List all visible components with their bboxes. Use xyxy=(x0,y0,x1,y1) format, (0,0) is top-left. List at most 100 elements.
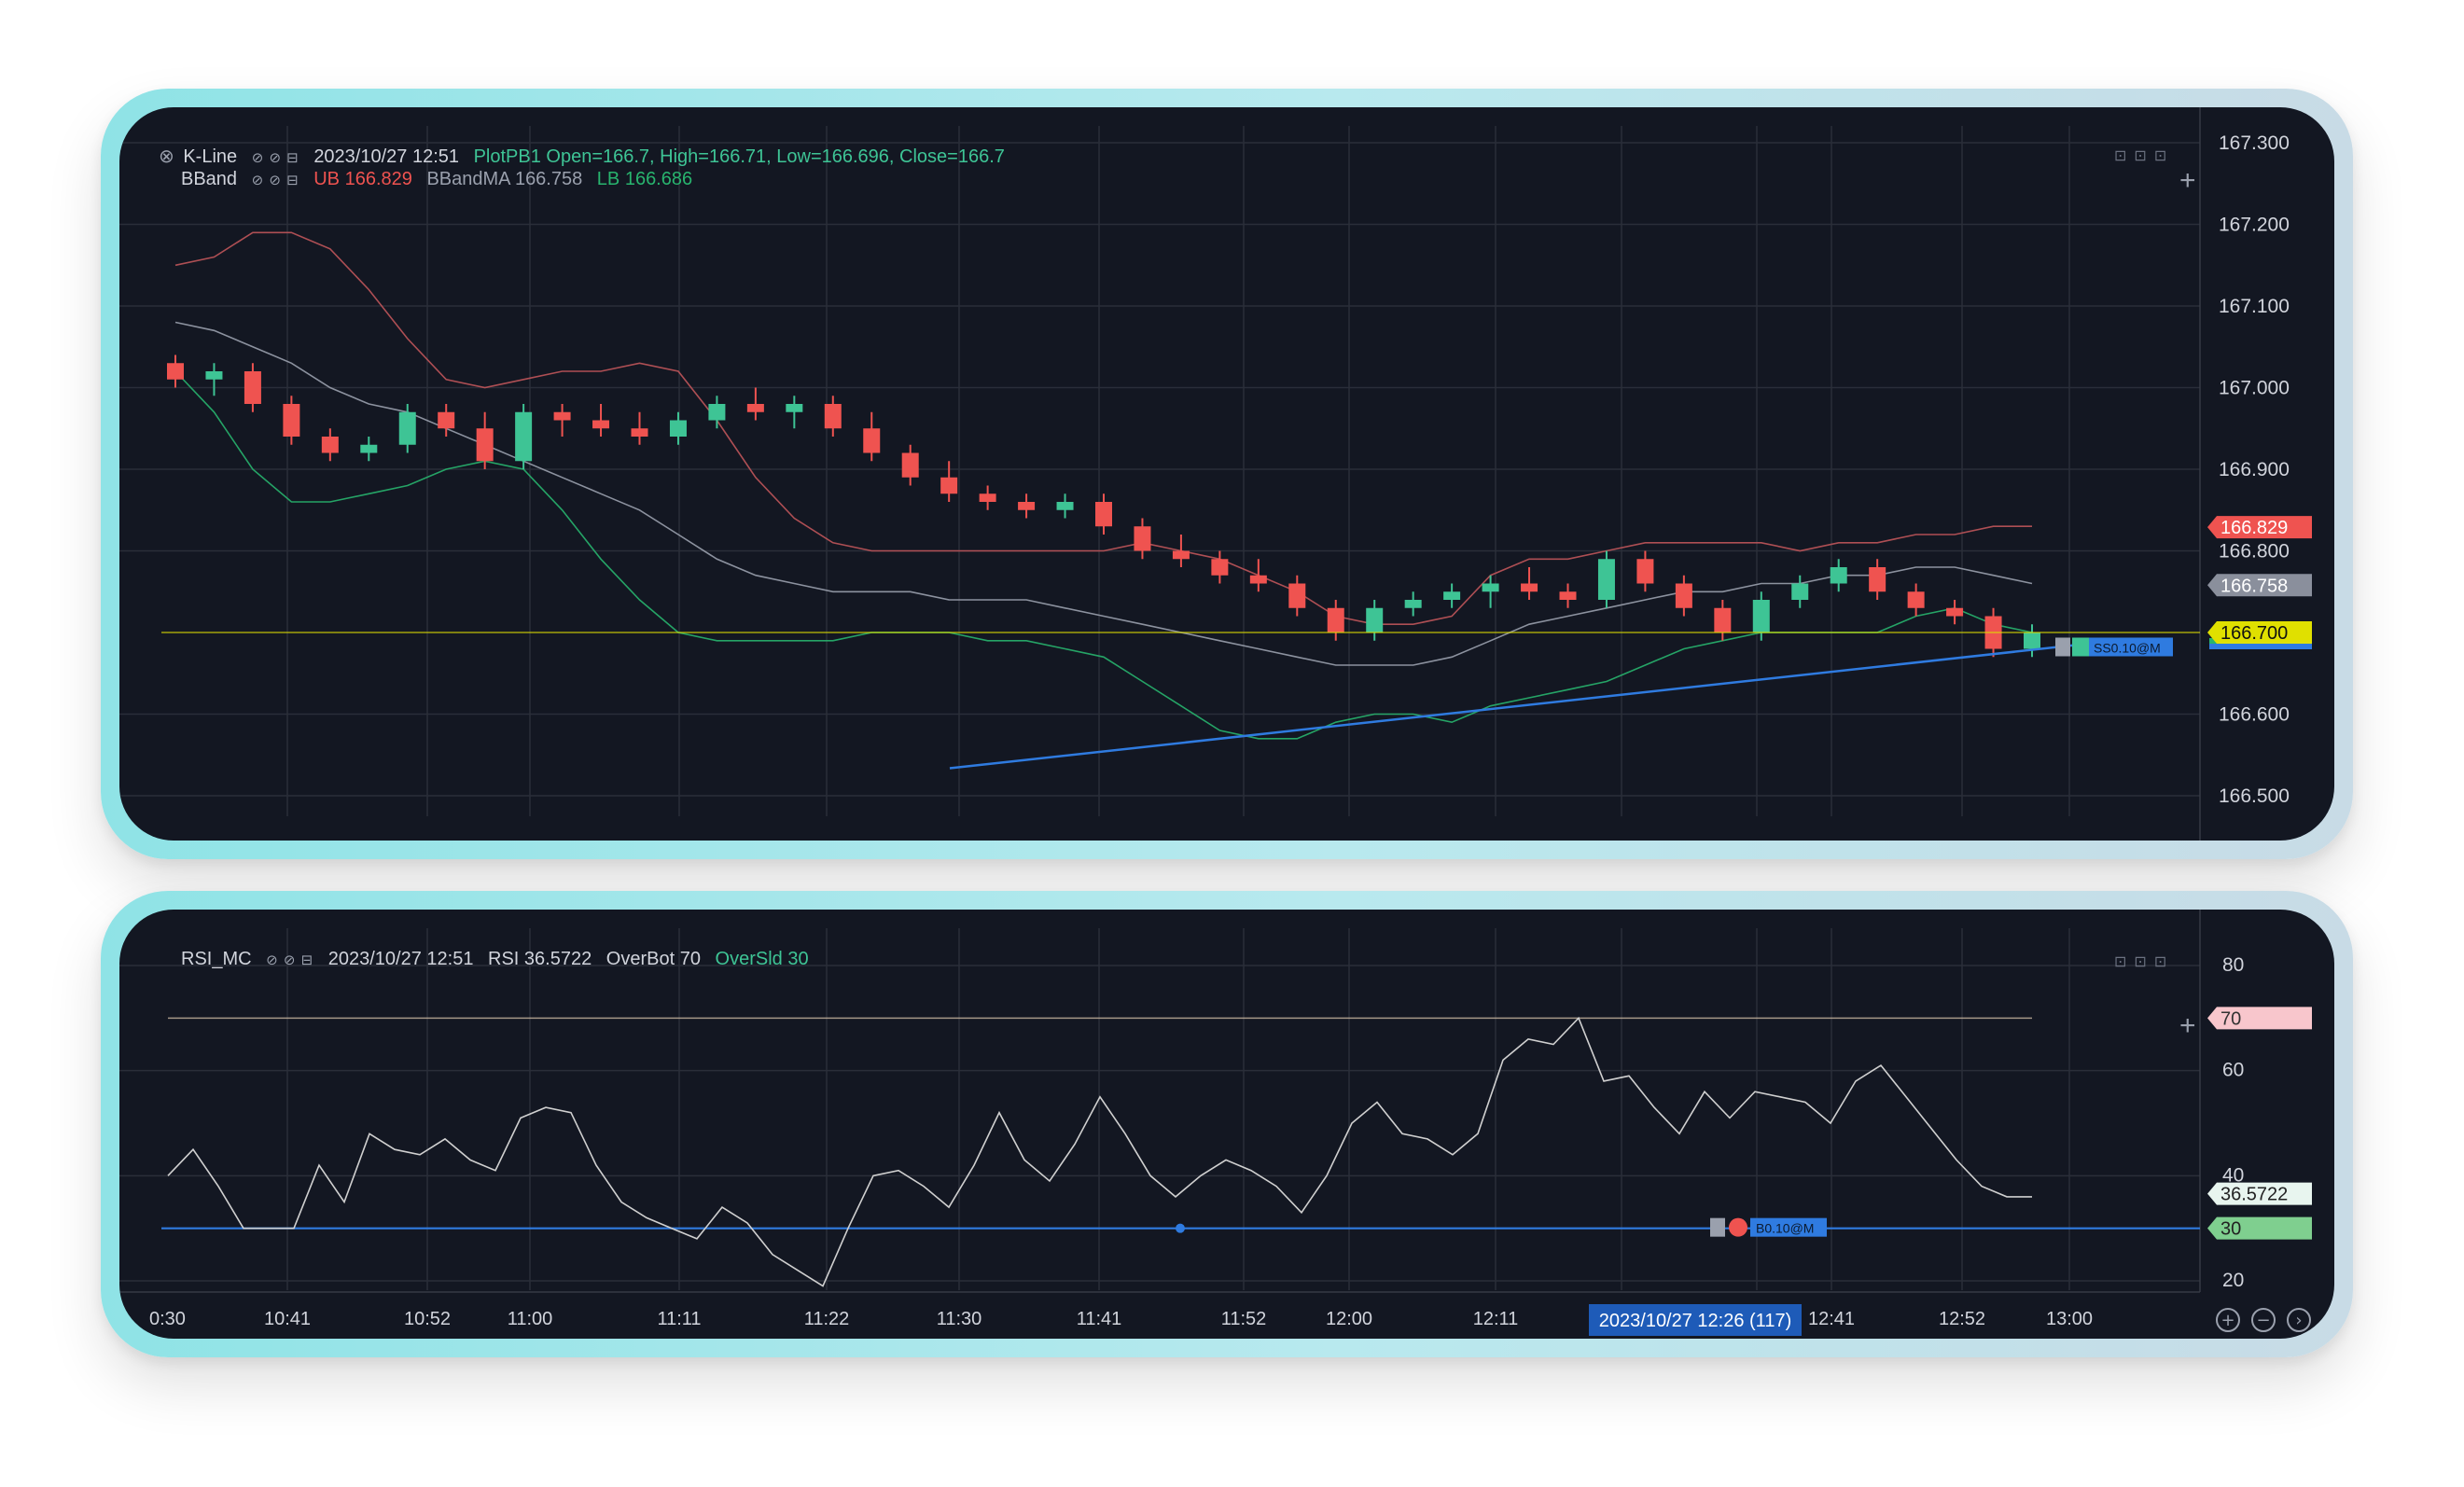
rsi-tag-oversld: 30 xyxy=(2220,1219,2241,1240)
candle-body xyxy=(1869,567,1886,592)
price-axis-label: 167.200 xyxy=(2219,215,2290,236)
order-side-icon xyxy=(2072,637,2089,657)
rsi-axis-label: 40 xyxy=(2222,1164,2244,1186)
rsi-order-clock-icon xyxy=(1729,1217,1747,1237)
time-axis-label: 11:22 xyxy=(804,1309,850,1329)
bband-title: BBand xyxy=(181,169,238,189)
rsi-axis-label: 80 xyxy=(2222,954,2244,976)
kline-settings-icon[interactable]: ⊗ xyxy=(159,146,174,167)
zoom-out-icon[interactable] xyxy=(2251,1308,2276,1332)
rsi-series xyxy=(167,1016,2032,1287)
zoom-in-icon[interactable] xyxy=(2216,1308,2240,1332)
band-ub xyxy=(174,231,2032,626)
price-chart-svg[interactable]: SS0.10@M 167.300 167.200 167.100 167.000 166… xyxy=(119,107,2334,841)
rsi-overbot: OverBot 70 xyxy=(606,949,701,969)
candle-body xyxy=(592,420,610,429)
kline-ohlc: PlotPB1 Open=166.7, High=166.71, Low=166… xyxy=(473,146,1005,167)
trend-line xyxy=(949,639,2117,770)
rsi-order-delete-icon xyxy=(1710,1217,1725,1237)
rsi-value: RSI 36.5722 xyxy=(488,949,592,969)
order-label: SS0.10@M xyxy=(2094,641,2161,656)
candle-body xyxy=(1443,591,1461,600)
candle-body xyxy=(167,363,184,380)
rsi-levels xyxy=(161,1017,2200,1230)
candle-body xyxy=(1714,607,1732,632)
rsi-crosshair-plus-icon[interactable]: + xyxy=(2179,1010,2196,1041)
panel-window-icons[interactable]: ⊡⊡⊡ xyxy=(2114,148,2175,164)
time-axis-label: 11:30 xyxy=(937,1309,982,1329)
kline-tool-icons[interactable]: ⊘ ⊘ ⊟ xyxy=(251,150,299,166)
candle-body xyxy=(824,404,842,429)
rsi-chart-panel[interactable]: B0.10@M 80 60 40 20 70 36.5722 30 0:30 10:41 10… xyxy=(119,910,2334,1339)
price-axis-label: 167.100 xyxy=(2219,296,2290,317)
candle-body xyxy=(1791,583,1809,600)
reset-view-icon[interactable] xyxy=(2287,1308,2311,1332)
crosshair-plus-icon[interactable]: + xyxy=(2179,165,2196,196)
candle-body xyxy=(283,404,300,437)
price-axis-label: 167.000 xyxy=(2219,378,2290,399)
price-tags: 166.829 166.758 166.700 xyxy=(2207,516,2312,649)
candle-body xyxy=(1172,550,1190,560)
rsi-window-icons[interactable]: ⊡⊡⊡ xyxy=(2114,954,2175,970)
time-axis-label: 11:00 xyxy=(508,1309,553,1329)
candle-body xyxy=(438,411,455,429)
candle-body xyxy=(940,477,958,494)
time-axis-label: 13:00 xyxy=(2046,1309,2093,1329)
bband-lb: LB 166.686 xyxy=(596,169,693,189)
tag-ub-bg xyxy=(2207,516,2312,539)
kline-datetime: 2023/10/27 12:51 xyxy=(313,146,460,167)
time-axis-label: 12:52 xyxy=(1939,1309,1985,1329)
candle-body xyxy=(1211,559,1229,576)
kline-legend: ⊗ K-Line ⊘ ⊘ ⊟ 2023/10/27 12:51 PlotPB1 … xyxy=(159,145,1014,168)
candlestick-series xyxy=(167,354,2040,658)
candle-body xyxy=(863,428,881,453)
price-axis-label: 167.300 xyxy=(2219,132,2290,154)
candle-body xyxy=(360,444,378,453)
rsi-line xyxy=(167,1016,2032,1287)
candle-body xyxy=(1018,502,1036,510)
candle-body xyxy=(205,371,223,380)
rsi-axis: 80 60 40 20 xyxy=(2222,954,2244,1291)
rsi-title: RSI_MC xyxy=(181,949,252,969)
tag-trend-strip xyxy=(2209,644,2312,649)
rsi-axis-label: 20 xyxy=(2222,1270,2244,1291)
candle-body xyxy=(1907,591,1925,608)
bband-tool-icons[interactable]: ⊘ ⊘ ⊟ xyxy=(251,173,299,188)
rsi-tool-icons[interactable]: ⊘ ⊘ ⊟ xyxy=(266,952,314,968)
rsi-grid xyxy=(119,910,2201,1293)
kline-title: K-Line xyxy=(183,146,238,167)
price-axis-label: 166.500 xyxy=(2219,785,2290,807)
time-axis-label: 10:52 xyxy=(404,1309,451,1329)
crosshair-time-label: 2023/10/27 12:26 (117) xyxy=(1599,1311,1791,1331)
price-overlays: SS0.10@M xyxy=(161,632,2200,770)
candle-body xyxy=(1327,607,1344,632)
crosshair-time-bg xyxy=(1589,1304,1802,1336)
price-grid xyxy=(119,107,2201,841)
candle-body xyxy=(1288,583,1306,608)
time-axis-label: 12:11 xyxy=(1473,1309,1519,1329)
rsi-tag-value: 36.5722 xyxy=(2220,1185,2288,1205)
main-chart-panel[interactable]: SS0.10@M 167.300 167.200 167.100 167.000 166… xyxy=(119,107,2334,841)
rsi-axis-label: 60 xyxy=(2222,1060,2244,1081)
order-delete-icon xyxy=(2055,637,2070,657)
candle-body xyxy=(1830,567,1847,584)
rsi-order-label: B0.10@M xyxy=(1756,1221,1814,1236)
rsi-legend: RSI_MC ⊘ ⊘ ⊟ 2023/10/27 12:51 RSI 36.572… xyxy=(181,949,818,970)
candle-body xyxy=(1559,591,1577,600)
candle-body xyxy=(669,420,687,437)
price-axis-label: 166.600 xyxy=(2219,704,2290,726)
time-axis-label: 11:41 xyxy=(1077,1309,1122,1329)
candle-body xyxy=(1752,600,1770,632)
time-axis-label: 12:00 xyxy=(1326,1309,1372,1329)
rsi-datetime: 2023/10/27 12:51 xyxy=(327,949,474,969)
candle-body xyxy=(398,411,416,445)
candle-body xyxy=(746,404,764,412)
candle-body xyxy=(1482,583,1499,592)
time-axis: 0:30 10:41 10:52 11:00 11:11 11:22 11:30 11:41 1… xyxy=(149,1304,2311,1336)
rsi-chart-svg[interactable]: B0.10@M 80 60 40 20 70 36.5722 30 0:30 10:41 10… xyxy=(119,910,2334,1339)
candle-body xyxy=(1521,583,1538,592)
candle-body xyxy=(1134,526,1151,551)
candle-body xyxy=(244,371,261,404)
time-axis-label: 0:30 xyxy=(149,1309,186,1329)
price-axis-label: 166.900 xyxy=(2219,459,2290,480)
